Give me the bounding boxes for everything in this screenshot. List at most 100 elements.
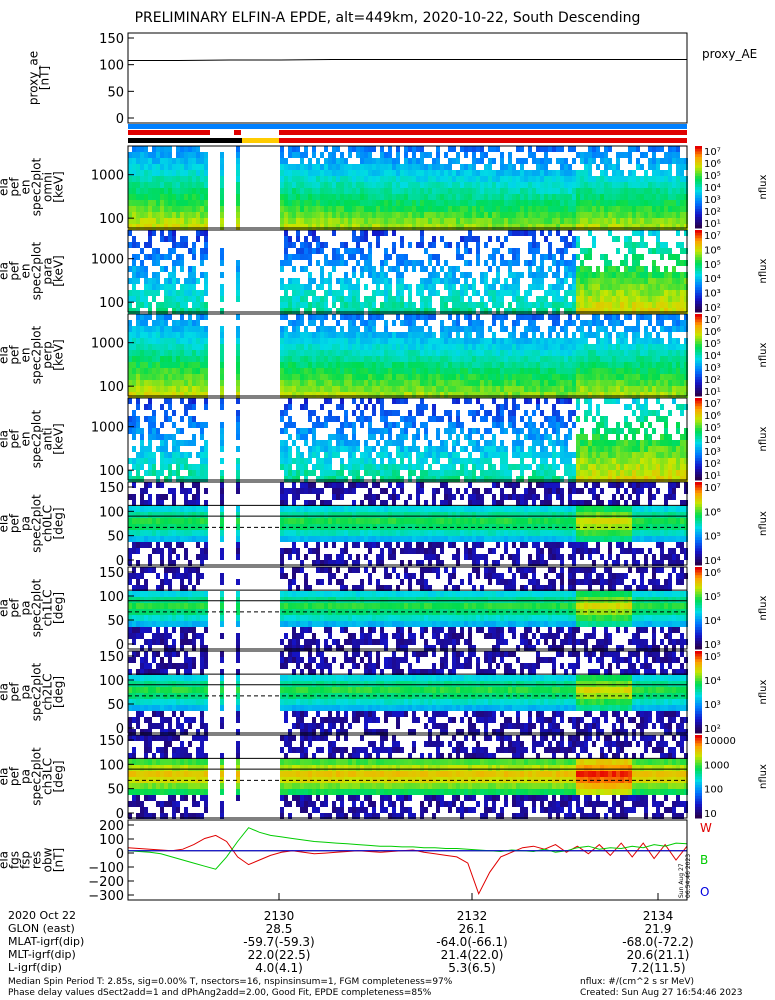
heat-cell [436, 368, 440, 374]
heat-cell [644, 350, 648, 356]
heat-cell [592, 386, 596, 392]
heat-cell [372, 218, 376, 224]
heat-cell [144, 380, 148, 386]
heat-cell [332, 176, 336, 182]
y-label-proxy_ae: proxy_ae[nT] [27, 51, 52, 105]
heat-cell [504, 314, 508, 320]
heat-cell [312, 206, 316, 212]
heat-cell [460, 380, 464, 386]
heat-cell [192, 158, 196, 164]
heat-cell [160, 308, 164, 314]
heat-cell [196, 200, 200, 206]
heat-cell [552, 146, 556, 152]
heat-cell [448, 422, 452, 428]
y-label-line: [nT] [38, 66, 52, 90]
heat-cell [368, 380, 372, 386]
heat-cell [332, 446, 336, 452]
heat-cell [320, 344, 324, 350]
heat-cell [280, 392, 284, 398]
heat-cell [652, 362, 656, 368]
colorbar-step [695, 287, 702, 291]
heat-cell [632, 308, 636, 314]
heat-cell [144, 314, 148, 320]
heat-cell [152, 338, 156, 344]
heat-cell [616, 164, 620, 170]
heat-cell [380, 200, 384, 206]
heat-cell [636, 188, 640, 194]
heat-cell [500, 176, 504, 182]
heat-cell [336, 440, 340, 446]
heat-cell [344, 194, 348, 200]
heat-cell [416, 158, 420, 164]
heat-cell [628, 344, 632, 350]
heat-cell [204, 242, 208, 248]
heat-cell [552, 356, 556, 362]
heat-cell [300, 152, 304, 158]
heat-cell [408, 350, 412, 356]
heat-cell [292, 212, 296, 218]
heat-cell [172, 452, 176, 458]
heat-cell [336, 434, 340, 440]
heat-cell [644, 278, 648, 284]
heat-cell [356, 338, 360, 344]
heat-cell [356, 212, 360, 218]
heat-cell [392, 332, 396, 338]
heat-cell [520, 338, 524, 344]
heat-cell [480, 368, 484, 374]
heat-cell [612, 290, 616, 296]
heat-cell [300, 242, 304, 248]
heat-cell [352, 176, 356, 182]
heat-cell [384, 170, 388, 176]
heat-cell [284, 296, 288, 302]
heat-cell [476, 170, 480, 176]
heat-cell [160, 452, 164, 458]
heat-cell [416, 446, 420, 452]
heat-cell [540, 176, 544, 182]
heat-cell [636, 326, 640, 332]
heat-cell [204, 446, 208, 452]
heat-cell [304, 470, 308, 476]
heat-cell [452, 386, 456, 392]
heat-cell [628, 188, 632, 194]
heat-cell [296, 446, 300, 452]
heat-cell [664, 344, 668, 350]
heat-cell [568, 194, 572, 200]
heat-cell [156, 260, 160, 266]
heat-cell [136, 302, 140, 308]
heat-cell [416, 200, 420, 206]
heat-cell [140, 272, 144, 278]
heat-cell [348, 218, 352, 224]
heat-cell [620, 176, 624, 182]
heat-cell [628, 248, 632, 254]
heat-cell [172, 350, 176, 356]
heat-cell [448, 416, 452, 422]
heat-cell [684, 296, 688, 302]
heat-cell [304, 218, 308, 224]
heat-cell [220, 182, 224, 188]
heat-cell [340, 260, 344, 266]
heat-cell [308, 392, 312, 398]
heat-cell [532, 260, 536, 266]
heat-cell [296, 296, 300, 302]
colorbar-step [695, 206, 702, 210]
heat-cell [528, 290, 532, 296]
heat-cell [364, 260, 368, 266]
heat-cell [376, 464, 380, 470]
heat-cell [512, 200, 516, 206]
heat-cell [468, 218, 472, 224]
heat-cell [400, 206, 404, 212]
heat-cell [564, 332, 568, 338]
heat-cell [340, 278, 344, 284]
heat-cell [668, 218, 672, 224]
heat-cell [496, 350, 500, 356]
heat-cell [132, 416, 136, 422]
heat-cell [464, 380, 468, 386]
heat-cell [328, 170, 332, 176]
heat-cell [160, 326, 164, 332]
heat-cell [236, 350, 240, 356]
heat-cell [300, 218, 304, 224]
heat-cell [128, 182, 132, 188]
heat-cell [180, 260, 184, 266]
heat-cell [540, 308, 544, 314]
heat-cell [384, 152, 388, 158]
